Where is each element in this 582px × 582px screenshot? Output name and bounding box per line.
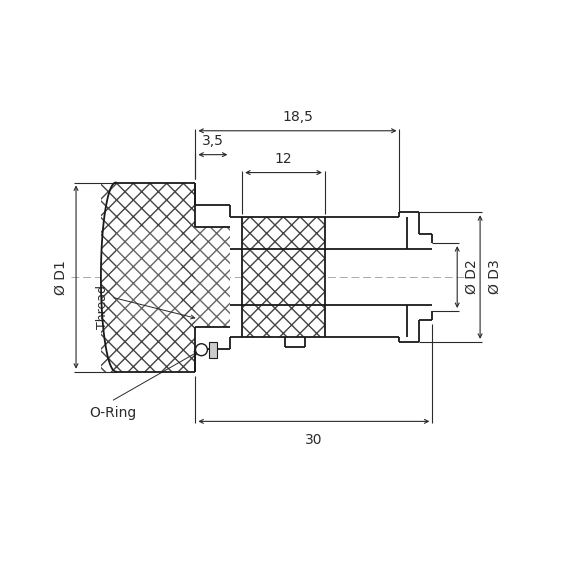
Bar <box>242 217 325 337</box>
Bar <box>180 228 196 327</box>
Bar <box>116 228 230 327</box>
Text: 30: 30 <box>305 434 322 448</box>
Circle shape <box>196 344 207 356</box>
Text: 3,5: 3,5 <box>202 134 224 148</box>
Text: Thread: Thread <box>97 285 109 329</box>
Text: Ø D3: Ø D3 <box>488 260 502 294</box>
Text: Ø D2: Ø D2 <box>465 260 479 294</box>
Bar <box>101 183 196 372</box>
Bar <box>210 342 217 358</box>
Text: Ø D1: Ø D1 <box>54 260 68 294</box>
Text: 18,5: 18,5 <box>282 110 313 124</box>
Text: 12: 12 <box>275 151 292 166</box>
Text: O-Ring: O-Ring <box>89 406 136 420</box>
